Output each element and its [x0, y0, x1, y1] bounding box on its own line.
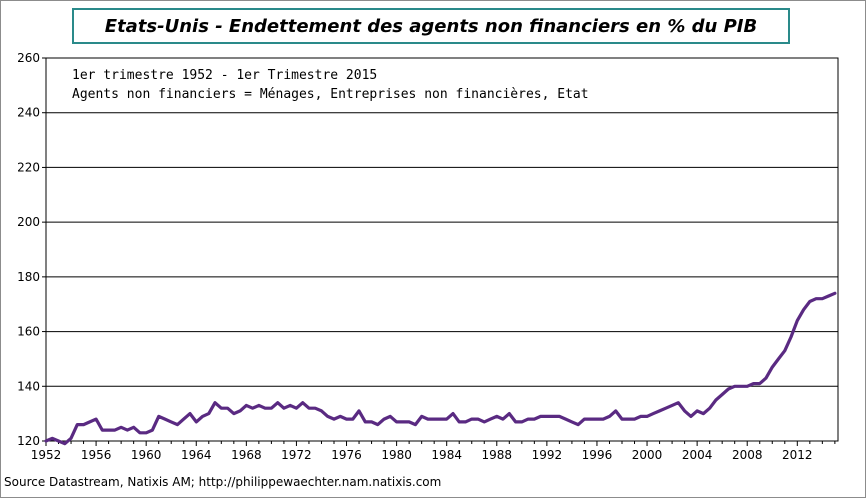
- y-tick-label: 240: [17, 106, 40, 120]
- x-tick-label: 2008: [732, 448, 763, 462]
- y-tick-label: 200: [17, 215, 40, 229]
- x-tick-label: 1952: [31, 448, 62, 462]
- chart-title-text: Etats-Unis - Endettement des agents non …: [104, 15, 758, 37]
- y-tick-label: 140: [17, 379, 40, 393]
- annotation-period: 1er trimestre 1952 - 1er Trimestre 2015: [72, 68, 377, 83]
- grid-lines: [46, 57, 838, 442]
- x-axis-ticks: 1952 1956 1960 1964 1968 1972 1976 1980 1984 1988…: [31, 441, 836, 462]
- x-tick-label: 2000: [632, 448, 663, 462]
- x-tick-label: 1984: [431, 448, 462, 462]
- series-line: [44, 291, 837, 446]
- x-tick-label: 1972: [281, 448, 312, 462]
- axes: [45, 57, 839, 442]
- source-note: Source Datastream, Natixis AM; http://ph…: [4, 475, 442, 489]
- x-tick-label: 1988: [482, 448, 513, 462]
- y-tick-label: 220: [17, 160, 40, 174]
- x-tick-label: 1980: [381, 448, 412, 462]
- x-tick-label: 2012: [782, 448, 813, 462]
- x-tick-label: 1956: [81, 448, 112, 462]
- chart-title: Etats-Unis - Endettement des agents non …: [72, 8, 790, 44]
- x-tick-label: 1960: [131, 448, 162, 462]
- y-axis-ticks: 120 140 160 180 200 220 240 260: [17, 51, 46, 448]
- annotation-agents: Agents non financiers = Ménages, Entrepr…: [72, 87, 589, 102]
- y-tick-label: 120: [17, 434, 40, 448]
- plot-area-border: [45, 57, 839, 442]
- x-tick-label: 1992: [532, 448, 563, 462]
- x-tick-label: 1976: [331, 448, 362, 462]
- x-tick-label: 1968: [231, 448, 262, 462]
- x-tick-label: 1964: [181, 448, 212, 462]
- y-tick-label: 180: [17, 270, 40, 284]
- y-tick-label: 160: [17, 325, 40, 339]
- y-tick-label: 260: [17, 51, 40, 65]
- x-tick-label: 1996: [582, 448, 613, 462]
- x-tick-label: 2004: [682, 448, 713, 462]
